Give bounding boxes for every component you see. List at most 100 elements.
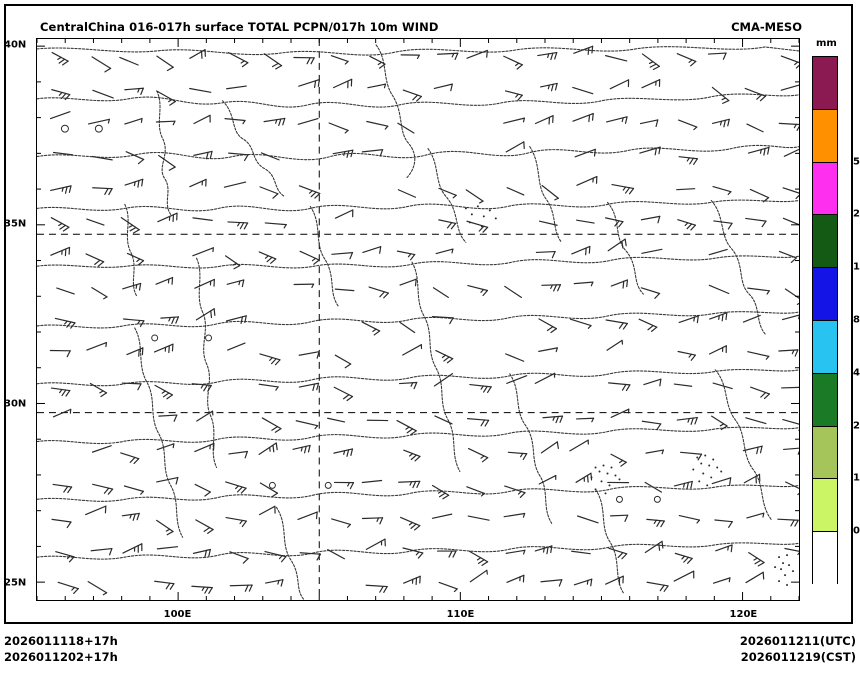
wind-barb: [125, 151, 145, 165]
wind-barb: [333, 448, 354, 457]
wind-barb: [676, 188, 696, 191]
administrative-boundaries: [37, 44, 799, 600]
wind-barb: [259, 353, 281, 366]
colorbar-segment: [812, 372, 838, 426]
wind-barb: [749, 188, 770, 203]
wind-barb: [574, 148, 596, 158]
wind-barb: [605, 319, 628, 330]
wind-barb: [645, 449, 664, 455]
colorbar-tick-20: 20: [853, 208, 860, 220]
wind-barb: [259, 482, 279, 498]
valid-time-cst: 2026011219(CST): [740, 650, 856, 664]
x-tick-100E: 100E: [163, 609, 192, 620]
wind-barb: [122, 282, 142, 291]
wind-barb: [52, 408, 72, 418]
wind-barb: [538, 474, 557, 485]
wind-barb: [293, 56, 315, 65]
wind-barb: [397, 122, 415, 134]
wind-barb: [229, 584, 253, 592]
wind-barb: [504, 285, 522, 298]
wind-barb: [434, 415, 453, 425]
wind-barb: [437, 550, 457, 558]
wind-barb: [785, 481, 799, 496]
wind-barb: [540, 441, 559, 454]
wind-barb: [538, 318, 558, 334]
wind-barb: [644, 540, 664, 554]
colorbar-tick-50: 50: [853, 156, 860, 168]
wind-barb: [541, 184, 559, 201]
wind-barb: [225, 255, 241, 270]
wind-barb: [227, 342, 246, 351]
wind-barb: [678, 119, 698, 131]
wind-barb: [712, 185, 732, 196]
wind-barb: [431, 513, 453, 519]
wind-barb: [258, 251, 277, 264]
wind-barb: [195, 308, 216, 321]
wind-barb: [191, 383, 212, 392]
wind-barb: [258, 442, 278, 456]
wind-barb: [157, 212, 178, 223]
wind-barb: [610, 279, 629, 289]
wind-barb: [225, 481, 247, 494]
wind-barb: [121, 512, 140, 521]
wind-barb: [51, 51, 69, 66]
wind-barb: [676, 416, 698, 425]
wind-barb: [366, 120, 389, 130]
wind-barb: [712, 382, 733, 390]
map-plot-area[interactable]: [36, 38, 800, 601]
wind-barb: [396, 250, 416, 261]
wind-barb: [403, 449, 421, 462]
wind-barb: [399, 321, 416, 334]
wind-barb: [85, 505, 107, 516]
wind-barb: [50, 185, 72, 194]
wind-barb: [86, 218, 105, 226]
wind-barb: [156, 546, 179, 550]
wind-barb: [611, 183, 635, 195]
colorbar-tick-8: 8: [853, 314, 860, 326]
wind-barb: [91, 56, 112, 73]
colorbar-segment: [812, 425, 838, 479]
y-tick-25N: 25N: [4, 577, 27, 589]
wind-barb: [196, 410, 214, 422]
colorbar-segment: [812, 531, 838, 584]
terrain-stipple: [464, 205, 795, 587]
wind-barb: [708, 284, 730, 295]
wind-barb: [783, 148, 799, 157]
wind-barb: [228, 450, 248, 459]
wind-barb: [467, 447, 489, 463]
wind-barb: [124, 117, 143, 125]
wind-barb: [677, 219, 697, 231]
wind-barb: [192, 247, 214, 257]
wind-barb: [610, 453, 627, 467]
wind-barb: [503, 512, 526, 518]
wind-barb: [400, 516, 421, 531]
wind-barb: [402, 344, 423, 356]
wind-barb: [49, 111, 71, 120]
colorbar[interactable]: 0.1 1 2 4 8 10 20 50: [812, 56, 860, 584]
y-tick-40N: 40N: [4, 39, 27, 51]
wind-barb: [609, 514, 629, 522]
wind-barb: [50, 246, 71, 257]
wind-barb: [641, 53, 660, 71]
wind-barb: [298, 351, 320, 359]
wind-barb: [52, 151, 74, 156]
wind-barb: [189, 178, 207, 188]
wind-barb: [538, 220, 558, 226]
wind-barb: [646, 581, 669, 592]
wind-barb: [711, 118, 730, 128]
wind-barb: [194, 483, 211, 497]
wind-barb: [467, 284, 489, 297]
wind-barb: [572, 112, 594, 123]
wind-barb: [56, 287, 75, 295]
graticule-dashed: [37, 39, 799, 600]
wind-barb: [191, 585, 213, 594]
wind-barb: [438, 581, 458, 593]
wind-barb: [506, 375, 528, 384]
wind-barb: [87, 581, 108, 596]
colorbar-tick-0.1: 0.1: [853, 525, 860, 537]
wind-barb: [576, 515, 599, 524]
wind-barb: [467, 515, 490, 521]
map-canvas: [37, 39, 799, 600]
wind-barb: [711, 477, 732, 486]
wind-barb: [299, 552, 322, 561]
